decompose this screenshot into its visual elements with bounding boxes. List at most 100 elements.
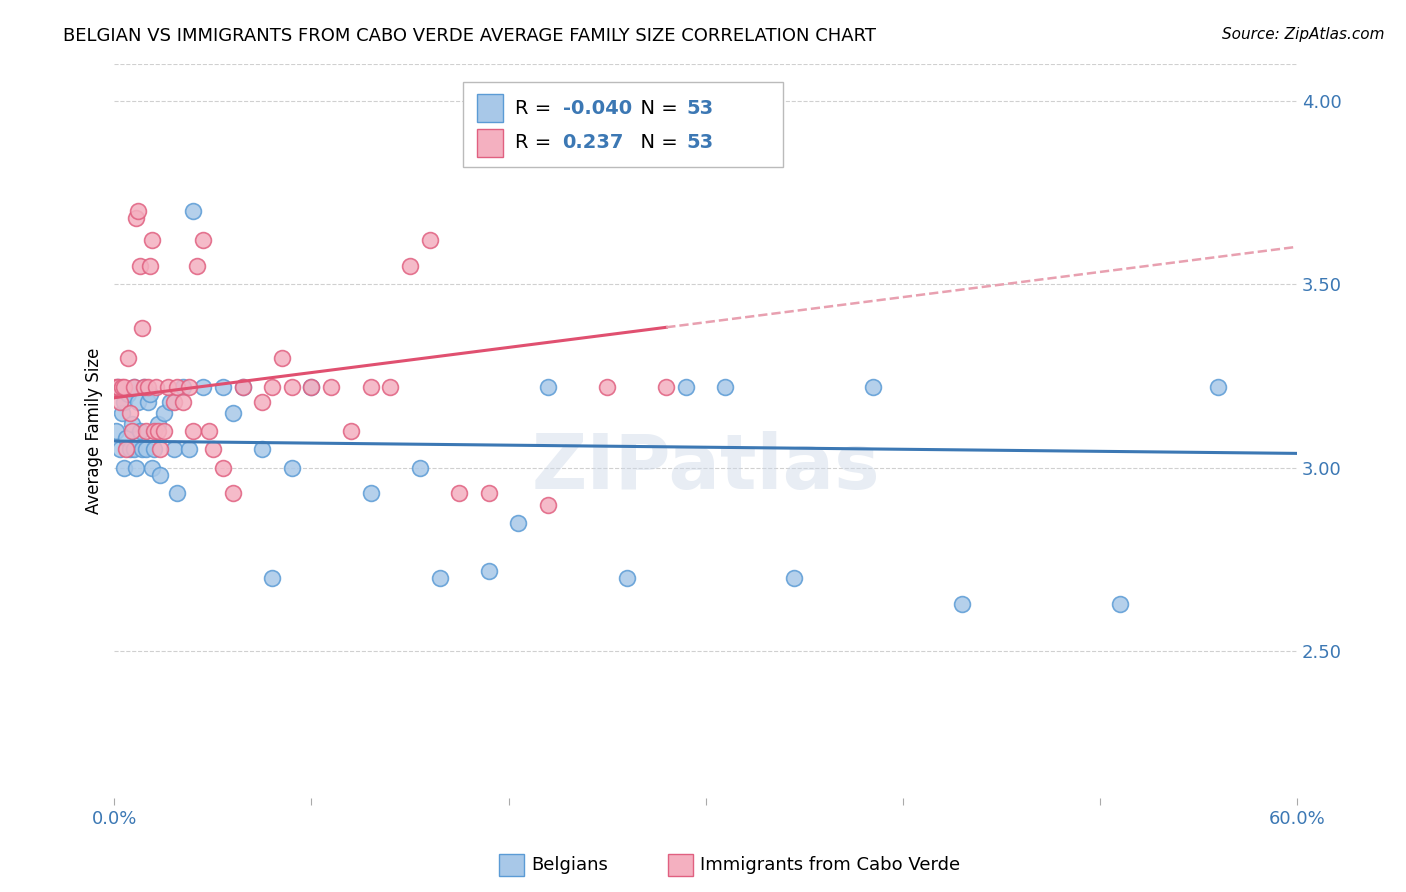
Point: [112, 460, 135, 475]
Point: [537, 498, 560, 512]
Point: [211, 460, 233, 475]
Point: [449, 486, 471, 500]
Point: [115, 432, 138, 446]
Point: [221, 406, 243, 420]
Point: [162, 442, 184, 457]
FancyBboxPatch shape: [463, 82, 783, 167]
Point: [172, 380, 194, 394]
Point: [111, 380, 134, 394]
Point: [281, 460, 304, 475]
Point: [120, 406, 142, 420]
Point: [142, 442, 165, 457]
Point: [301, 380, 323, 394]
Point: [107, 380, 129, 394]
Point: [231, 380, 253, 394]
Point: [714, 380, 737, 394]
Point: [152, 406, 174, 420]
Point: [179, 380, 201, 394]
Point: [122, 442, 145, 457]
Text: BELGIAN VS IMMIGRANTS FROM CABO VERDE AVERAGE FAMILY SIZE CORRELATION CHART: BELGIAN VS IMMIGRANTS FROM CABO VERDE AV…: [63, 27, 876, 45]
Text: R =: R =: [515, 133, 558, 153]
Point: [146, 424, 169, 438]
Point: [191, 380, 214, 394]
Point: [675, 380, 697, 394]
Point: [181, 424, 204, 438]
Text: Source: ZipAtlas.com: Source: ZipAtlas.com: [1222, 27, 1385, 42]
Point: [136, 380, 159, 394]
Point: [252, 394, 274, 409]
Point: [146, 417, 169, 431]
Point: [380, 380, 402, 394]
Point: [149, 442, 172, 457]
Point: [105, 380, 128, 394]
Point: [152, 424, 174, 438]
Point: [429, 571, 451, 585]
Point: [166, 486, 188, 500]
Point: [508, 516, 530, 530]
Point: [129, 259, 152, 273]
Point: [179, 442, 201, 457]
Point: [127, 203, 149, 218]
Point: [139, 259, 162, 273]
Point: [262, 380, 284, 394]
Point: [186, 259, 208, 273]
Point: [112, 380, 135, 394]
Point: [141, 460, 163, 475]
Point: [950, 597, 973, 611]
Point: [201, 442, 224, 457]
Text: Immigrants from Cabo Verde: Immigrants from Cabo Verde: [700, 856, 960, 874]
Point: [181, 203, 204, 218]
Point: [132, 380, 155, 394]
Point: [537, 380, 560, 394]
Point: [419, 233, 441, 247]
Point: [131, 321, 153, 335]
Point: [478, 564, 501, 578]
Point: [131, 442, 153, 457]
Point: [115, 442, 138, 457]
Point: [107, 380, 129, 394]
Point: [340, 424, 363, 438]
FancyBboxPatch shape: [478, 128, 503, 157]
Point: [360, 380, 382, 394]
Point: [127, 394, 149, 409]
Point: [252, 442, 274, 457]
Point: [142, 424, 165, 438]
Text: N =: N =: [627, 133, 683, 153]
Point: [120, 442, 142, 457]
Point: [271, 351, 294, 365]
Point: [122, 380, 145, 394]
Point: [105, 424, 128, 438]
Point: [211, 380, 233, 394]
Point: [110, 394, 132, 409]
Text: ZIPatlas: ZIPatlas: [531, 431, 880, 505]
Point: [198, 424, 221, 438]
Point: [117, 351, 139, 365]
Point: [1206, 380, 1229, 394]
Point: [117, 387, 139, 401]
Point: [321, 380, 343, 394]
Point: [399, 259, 422, 273]
Point: [478, 486, 501, 500]
Point: [281, 380, 304, 394]
Point: [125, 460, 148, 475]
Text: Belgians: Belgians: [531, 856, 609, 874]
Point: [301, 380, 323, 394]
Point: [121, 417, 143, 431]
Text: 53: 53: [686, 99, 714, 118]
Point: [149, 468, 172, 483]
Point: [145, 380, 167, 394]
Point: [112, 394, 135, 409]
Point: [139, 387, 162, 401]
Point: [141, 233, 163, 247]
Point: [135, 424, 157, 438]
Point: [156, 380, 179, 394]
Text: -0.040: -0.040: [562, 99, 631, 118]
Point: [862, 380, 884, 394]
Point: [172, 394, 194, 409]
Point: [783, 571, 806, 585]
Point: [360, 486, 382, 500]
Text: 53: 53: [686, 133, 714, 153]
Point: [122, 380, 145, 394]
Text: 0.237: 0.237: [562, 133, 624, 153]
FancyBboxPatch shape: [478, 95, 503, 122]
